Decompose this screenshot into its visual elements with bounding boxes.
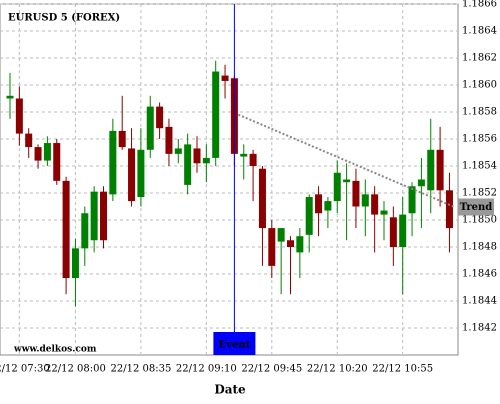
- candle-body: [305, 197, 313, 235]
- candle-body: [146, 106, 154, 150]
- candle-body: [15, 98, 23, 134]
- candle-body: [221, 75, 229, 81]
- event-label: Event: [219, 340, 251, 351]
- trend-line: [238, 113, 454, 208]
- candle-body: [100, 191, 107, 241]
- y-tick-label: 1.1850: [462, 215, 497, 226]
- x-tick-label: 22/12 10:55: [372, 364, 433, 375]
- candle-body: [25, 133, 33, 148]
- candle-body: [165, 126, 173, 154]
- candle-body: [287, 240, 294, 247]
- candle-body: [277, 228, 285, 242]
- candle-body: [53, 143, 61, 181]
- chart-title: EURUSD 5 (FOREX): [8, 13, 120, 24]
- candle-body: [212, 71, 220, 158]
- y-tick-label: 1.1864: [462, 26, 497, 37]
- candle-body: [408, 186, 416, 214]
- y-tick-label: 1.1846: [462, 269, 497, 280]
- trend-label: Trend: [460, 202, 493, 213]
- candle-body: [193, 148, 201, 164]
- candle-body: [71, 248, 79, 279]
- candle-body: [109, 130, 117, 195]
- candle-body: [202, 157, 210, 164]
- candle-body: [436, 149, 444, 191]
- candle-body: [315, 194, 323, 214]
- candle-body: [268, 228, 276, 266]
- candle-body: [258, 168, 266, 229]
- y-tick-label: 1.1842: [462, 323, 497, 334]
- y-tick-label: 1.1848: [462, 242, 497, 253]
- event-box: [213, 332, 256, 355]
- candle-body: [333, 172, 341, 202]
- y-tick-label: 1.1844: [462, 296, 497, 307]
- candle-body: [249, 153, 257, 166]
- candle-body: [128, 148, 136, 202]
- candle-body: [156, 106, 164, 129]
- x-tick-label: 22/12 09:45: [241, 364, 302, 375]
- candle-body: [361, 194, 369, 207]
- x-tick-label: 22/12 10:20: [307, 364, 368, 375]
- candle-body: [43, 143, 51, 161]
- candle-body: [34, 147, 42, 161]
- candle-body: [417, 179, 425, 187]
- candle-body: [445, 190, 453, 229]
- candle-body: [296, 236, 304, 253]
- candle-body: [118, 130, 126, 148]
- y-tick-label: 1.1856: [462, 134, 497, 145]
- trend-label-box: [458, 198, 494, 216]
- candle-body: [389, 217, 397, 247]
- y-tick-label: 1.1852: [462, 188, 497, 199]
- y-tick-label: 1.1862: [462, 53, 497, 64]
- candle-body: [427, 149, 435, 191]
- candle-body: [324, 201, 332, 211]
- candle-body: [343, 179, 351, 183]
- candle-body: [371, 194, 379, 215]
- candle-body: [240, 153, 248, 157]
- candle-body: [399, 214, 407, 247]
- y-tick-label: 1.1866: [462, 0, 497, 10]
- x-tick-label: 22/12 07:30: [0, 364, 50, 375]
- x-tick-label: 22/12 09:10: [176, 364, 237, 375]
- y-tick-label: 1.1860: [462, 80, 497, 91]
- watermark: www.delkos.com: [13, 345, 97, 355]
- candle-body: [81, 213, 89, 249]
- candle-body: [352, 180, 360, 207]
- plot-frame: [0, 3, 459, 356]
- candle-body: [380, 210, 388, 215]
- x-tick-label: 22/12 08:00: [45, 364, 106, 375]
- candle-body: [90, 191, 98, 241]
- x-axis-title: Date: [214, 383, 246, 397]
- y-tick-label: 1.1854: [462, 161, 497, 172]
- x-tick-label: 22/12 08:35: [110, 364, 171, 375]
- y-tick-label: 1.1858: [462, 107, 497, 118]
- candle-body: [137, 149, 145, 198]
- candle-body: [184, 144, 192, 185]
- candle-body: [6, 95, 14, 99]
- candle-body: [62, 180, 70, 279]
- candle-body: [174, 148, 182, 154]
